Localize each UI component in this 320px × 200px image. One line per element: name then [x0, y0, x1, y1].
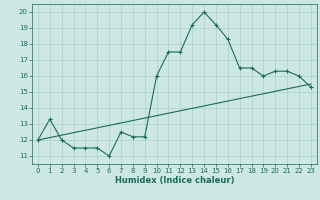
- X-axis label: Humidex (Indice chaleur): Humidex (Indice chaleur): [115, 176, 234, 185]
